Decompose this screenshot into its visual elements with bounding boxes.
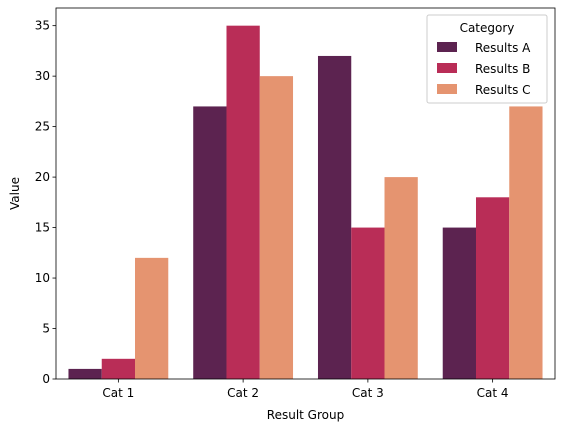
bar-3-1: [317, 55, 352, 379]
legend-label-3: Results C: [475, 83, 531, 97]
legend-title: Category: [460, 21, 515, 35]
legend-label-1: Results A: [475, 41, 531, 55]
legend-box: [426, 14, 548, 104]
y-axis-label: Value: [8, 177, 22, 210]
y-tick-label-2: 10: [35, 271, 50, 285]
bar-2-2: [226, 25, 260, 379]
bar-3-2: [351, 227, 385, 379]
axes-layer: [55, 7, 556, 380]
y-tick-label-7: 35: [35, 19, 50, 33]
bar-1-2: [101, 358, 136, 379]
bar-3-3: [384, 177, 418, 379]
bar-1-1: [68, 368, 102, 379]
x-tick-label-3: Cat 4: [477, 386, 509, 400]
bar-4-1: [442, 227, 476, 379]
y-tick-label-1: 5: [42, 322, 50, 336]
x-tick-label-1: Cat 2: [227, 386, 259, 400]
bars-layer: [68, 25, 543, 380]
legend-items: Results A Results B Results C: [437, 41, 531, 97]
bar-1-3: [135, 257, 169, 379]
x-tick-label-2: Cat 3: [352, 386, 384, 400]
legend-swatch-1: [437, 42, 457, 52]
y-tick-label-6: 30: [35, 69, 50, 83]
plot-frame: [55, 7, 556, 380]
bar-2-3: [259, 76, 294, 379]
y-tick-label-3: 15: [35, 221, 50, 235]
y-tick-label-4: 20: [35, 170, 50, 184]
y-tick-label-5: 25: [35, 120, 50, 134]
legend-swatch-2: [437, 63, 457, 73]
legend-swatch-3: [437, 84, 457, 94]
y-tick-label-0: 0: [42, 372, 50, 386]
bar-4-3: [509, 106, 543, 380]
bar-2-1: [193, 106, 227, 380]
bar-4-2: [475, 197, 510, 379]
legend: Category Results A Results B Results C: [426, 14, 548, 104]
x-axis-label: Result Group: [267, 408, 344, 422]
ticks-layer: 0 5 10 15 20 25 30 35 Cat 1 Cat 2 Cat 3 Cat 4: [35, 19, 509, 400]
x-tick-label-0: Cat 1: [102, 386, 134, 400]
legend-label-2: Results B: [475, 62, 530, 76]
